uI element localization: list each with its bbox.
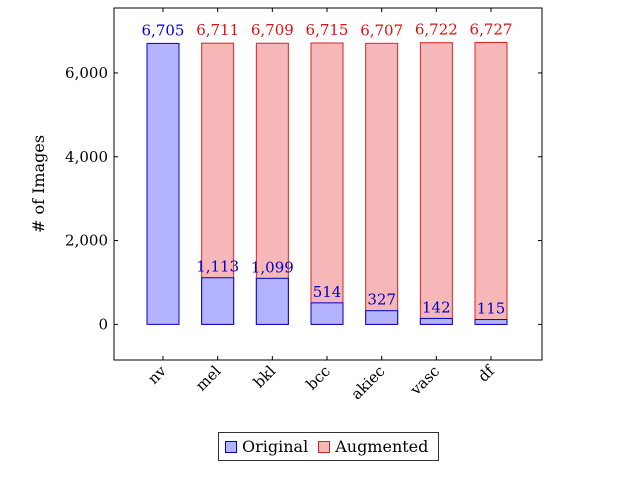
bar-original-mel xyxy=(201,277,235,325)
plot-frame xyxy=(113,7,543,361)
bar-augmented-akiec xyxy=(365,42,399,325)
y-axis-label: # of Images xyxy=(29,135,48,233)
bar-original-vasc xyxy=(419,317,453,325)
x-tick-label-bkl: bkl xyxy=(250,362,279,391)
y-tick-label: 2,000 xyxy=(65,232,108,250)
legend: Original Augmented xyxy=(218,432,440,461)
bar-original-nv xyxy=(146,42,180,325)
data-label-top-akiec: 6,707 xyxy=(360,21,403,39)
data-label-top-vasc: 6,722 xyxy=(415,21,458,39)
data-label-top-bkl: 6,709 xyxy=(251,21,294,39)
legend-label-augmented: Augmented xyxy=(335,437,429,456)
legend-label-original: Original xyxy=(242,437,309,456)
bar-original-akiec xyxy=(365,310,399,325)
data-label-original-bcc: 514 xyxy=(313,283,342,301)
legend-swatch-augmented xyxy=(318,440,331,453)
legend-swatch-original xyxy=(225,440,237,453)
data-label-original-vasc: 142 xyxy=(422,298,451,316)
bar-original-bkl xyxy=(255,277,289,325)
x-tick-label-mel: mel xyxy=(192,362,225,395)
data-label-original-bkl: 1,099 xyxy=(251,258,294,276)
legend-item-original: Original xyxy=(225,437,308,456)
data-label-top-df: 6,727 xyxy=(470,20,513,38)
data-labels-group: 6,705 6,711 6,709 6,715 6,707 6,722 6,727 1,113… xyxy=(142,20,513,317)
x-tick-label-vasc: vasc xyxy=(406,362,443,399)
data-label-top-mel: 6,711 xyxy=(196,21,239,39)
y-axis: 0 2,000 4,000 6,000 xyxy=(65,64,542,333)
bar-augmented-bkl xyxy=(255,42,289,325)
y-tick-label: 0 xyxy=(98,315,108,333)
bar-original-bcc xyxy=(310,302,344,325)
y-tick-label: 4,000 xyxy=(65,148,108,166)
x-tick-label-df: df xyxy=(474,361,498,385)
y-tick-label: 6,000 xyxy=(65,64,108,82)
data-label-original-akiec: 327 xyxy=(367,291,396,309)
bar-augmented-vasc xyxy=(419,42,453,325)
x-tick-label-akiec: akiec xyxy=(347,362,388,403)
data-label-top-bcc: 6,715 xyxy=(306,21,349,39)
bar-original-df xyxy=(474,319,508,325)
data-label-top-nv: 6,705 xyxy=(142,21,185,39)
data-label-original-mel: 1,113 xyxy=(196,258,239,276)
x-tick-label-nv: nv xyxy=(144,362,170,388)
legend-item-augmented: Augmented xyxy=(318,437,428,456)
bar-augmented-df xyxy=(474,41,508,325)
bar-augmented-bcc xyxy=(310,42,344,325)
bars-group xyxy=(146,41,508,325)
data-label-original-df: 115 xyxy=(477,300,506,318)
x-tick-label-bcc: bcc xyxy=(302,362,333,393)
